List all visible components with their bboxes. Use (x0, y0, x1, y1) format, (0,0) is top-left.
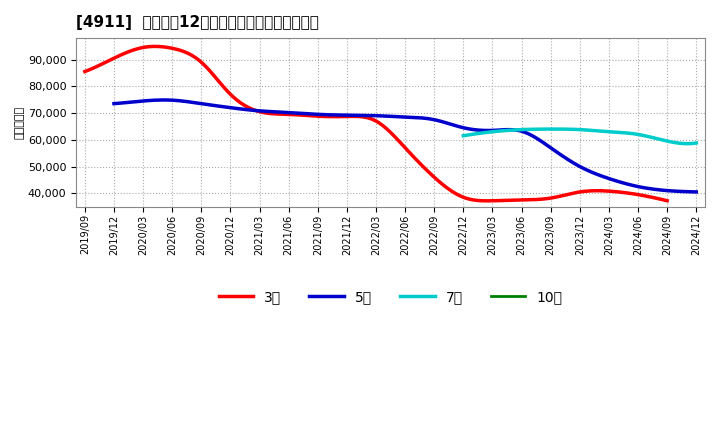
Legend: 3年, 5年, 7年, 10年: 3年, 5年, 7年, 10年 (213, 284, 568, 309)
Text: [4911]  経常利益12か月移動合計の平均値の推移: [4911] 経常利益12か月移動合計の平均値の推移 (76, 15, 319, 30)
Y-axis label: （百万円）: （百万円） (15, 106, 25, 139)
